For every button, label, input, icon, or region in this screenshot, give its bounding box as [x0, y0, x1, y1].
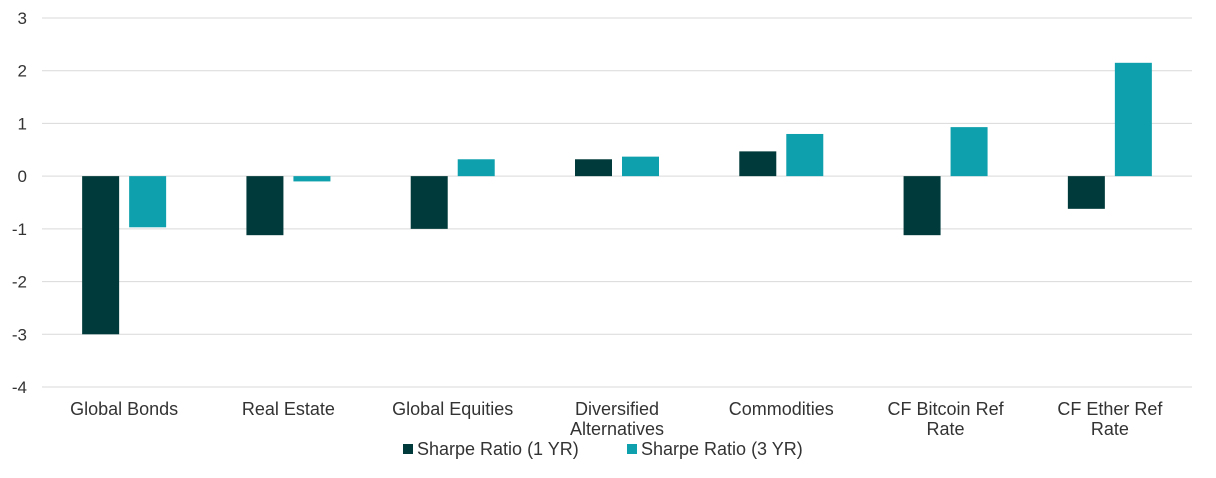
legend-label: Sharpe Ratio (1 YR): [417, 439, 579, 459]
x-category-label: Diversified: [575, 399, 659, 419]
x-category-label: Rate: [1091, 419, 1129, 439]
x-category-label: Rate: [927, 419, 965, 439]
y-tick-label: 2: [18, 62, 27, 81]
bar-sharpe-1yr: [410, 176, 448, 229]
bar-sharpe-3yr: [129, 176, 167, 228]
bar-sharpe-1yr: [1067, 176, 1105, 209]
x-category-label: Real Estate: [242, 399, 335, 419]
y-tick-label: 3: [18, 9, 27, 28]
y-tick-label: 1: [18, 114, 27, 133]
legend-label: Sharpe Ratio (3 YR): [641, 439, 803, 459]
x-category-label: Global Bonds: [70, 399, 178, 419]
y-tick-label: -1: [12, 220, 27, 239]
bars: [82, 62, 1152, 335]
bar-sharpe-3yr: [786, 133, 824, 177]
x-category-label: Alternatives: [570, 419, 664, 439]
legend-swatch: [627, 444, 637, 454]
bar-sharpe-1yr: [575, 159, 612, 177]
legend-swatch: [403, 444, 413, 454]
bar-sharpe-3yr: [457, 159, 495, 177]
gridlines: [42, 17, 1192, 388]
y-tick-label: -4: [12, 378, 27, 397]
y-tick-label: -2: [12, 273, 27, 292]
x-category-label: CF Bitcoin Ref: [888, 399, 1005, 419]
bar-sharpe-3yr: [622, 156, 659, 177]
bar-sharpe-3yr: [293, 176, 331, 182]
bar-sharpe-1yr: [82, 176, 120, 335]
x-category-label: Global Equities: [392, 399, 513, 419]
x-category-label: CF Ether Ref: [1057, 399, 1163, 419]
bar-sharpe-1yr: [739, 151, 777, 177]
x-category-label: Commodities: [729, 399, 834, 419]
bar-sharpe-3yr: [950, 127, 988, 177]
legend: Sharpe Ratio (1 YR) Sharpe Ratio (3 YR): [403, 439, 803, 459]
y-tick-label: -3: [12, 325, 27, 344]
bar-sharpe-1yr: [903, 176, 941, 236]
bar-sharpe-1yr: [246, 176, 284, 236]
x-axis-labels: Global Bonds Real Estate Global Equities Di…: [70, 399, 1163, 439]
y-axis-ticks: 3 2 1 0 -1 -2 -3 -4: [12, 9, 27, 397]
y-tick-label: 0: [18, 167, 27, 186]
bar-sharpe-3yr: [1114, 62, 1152, 177]
